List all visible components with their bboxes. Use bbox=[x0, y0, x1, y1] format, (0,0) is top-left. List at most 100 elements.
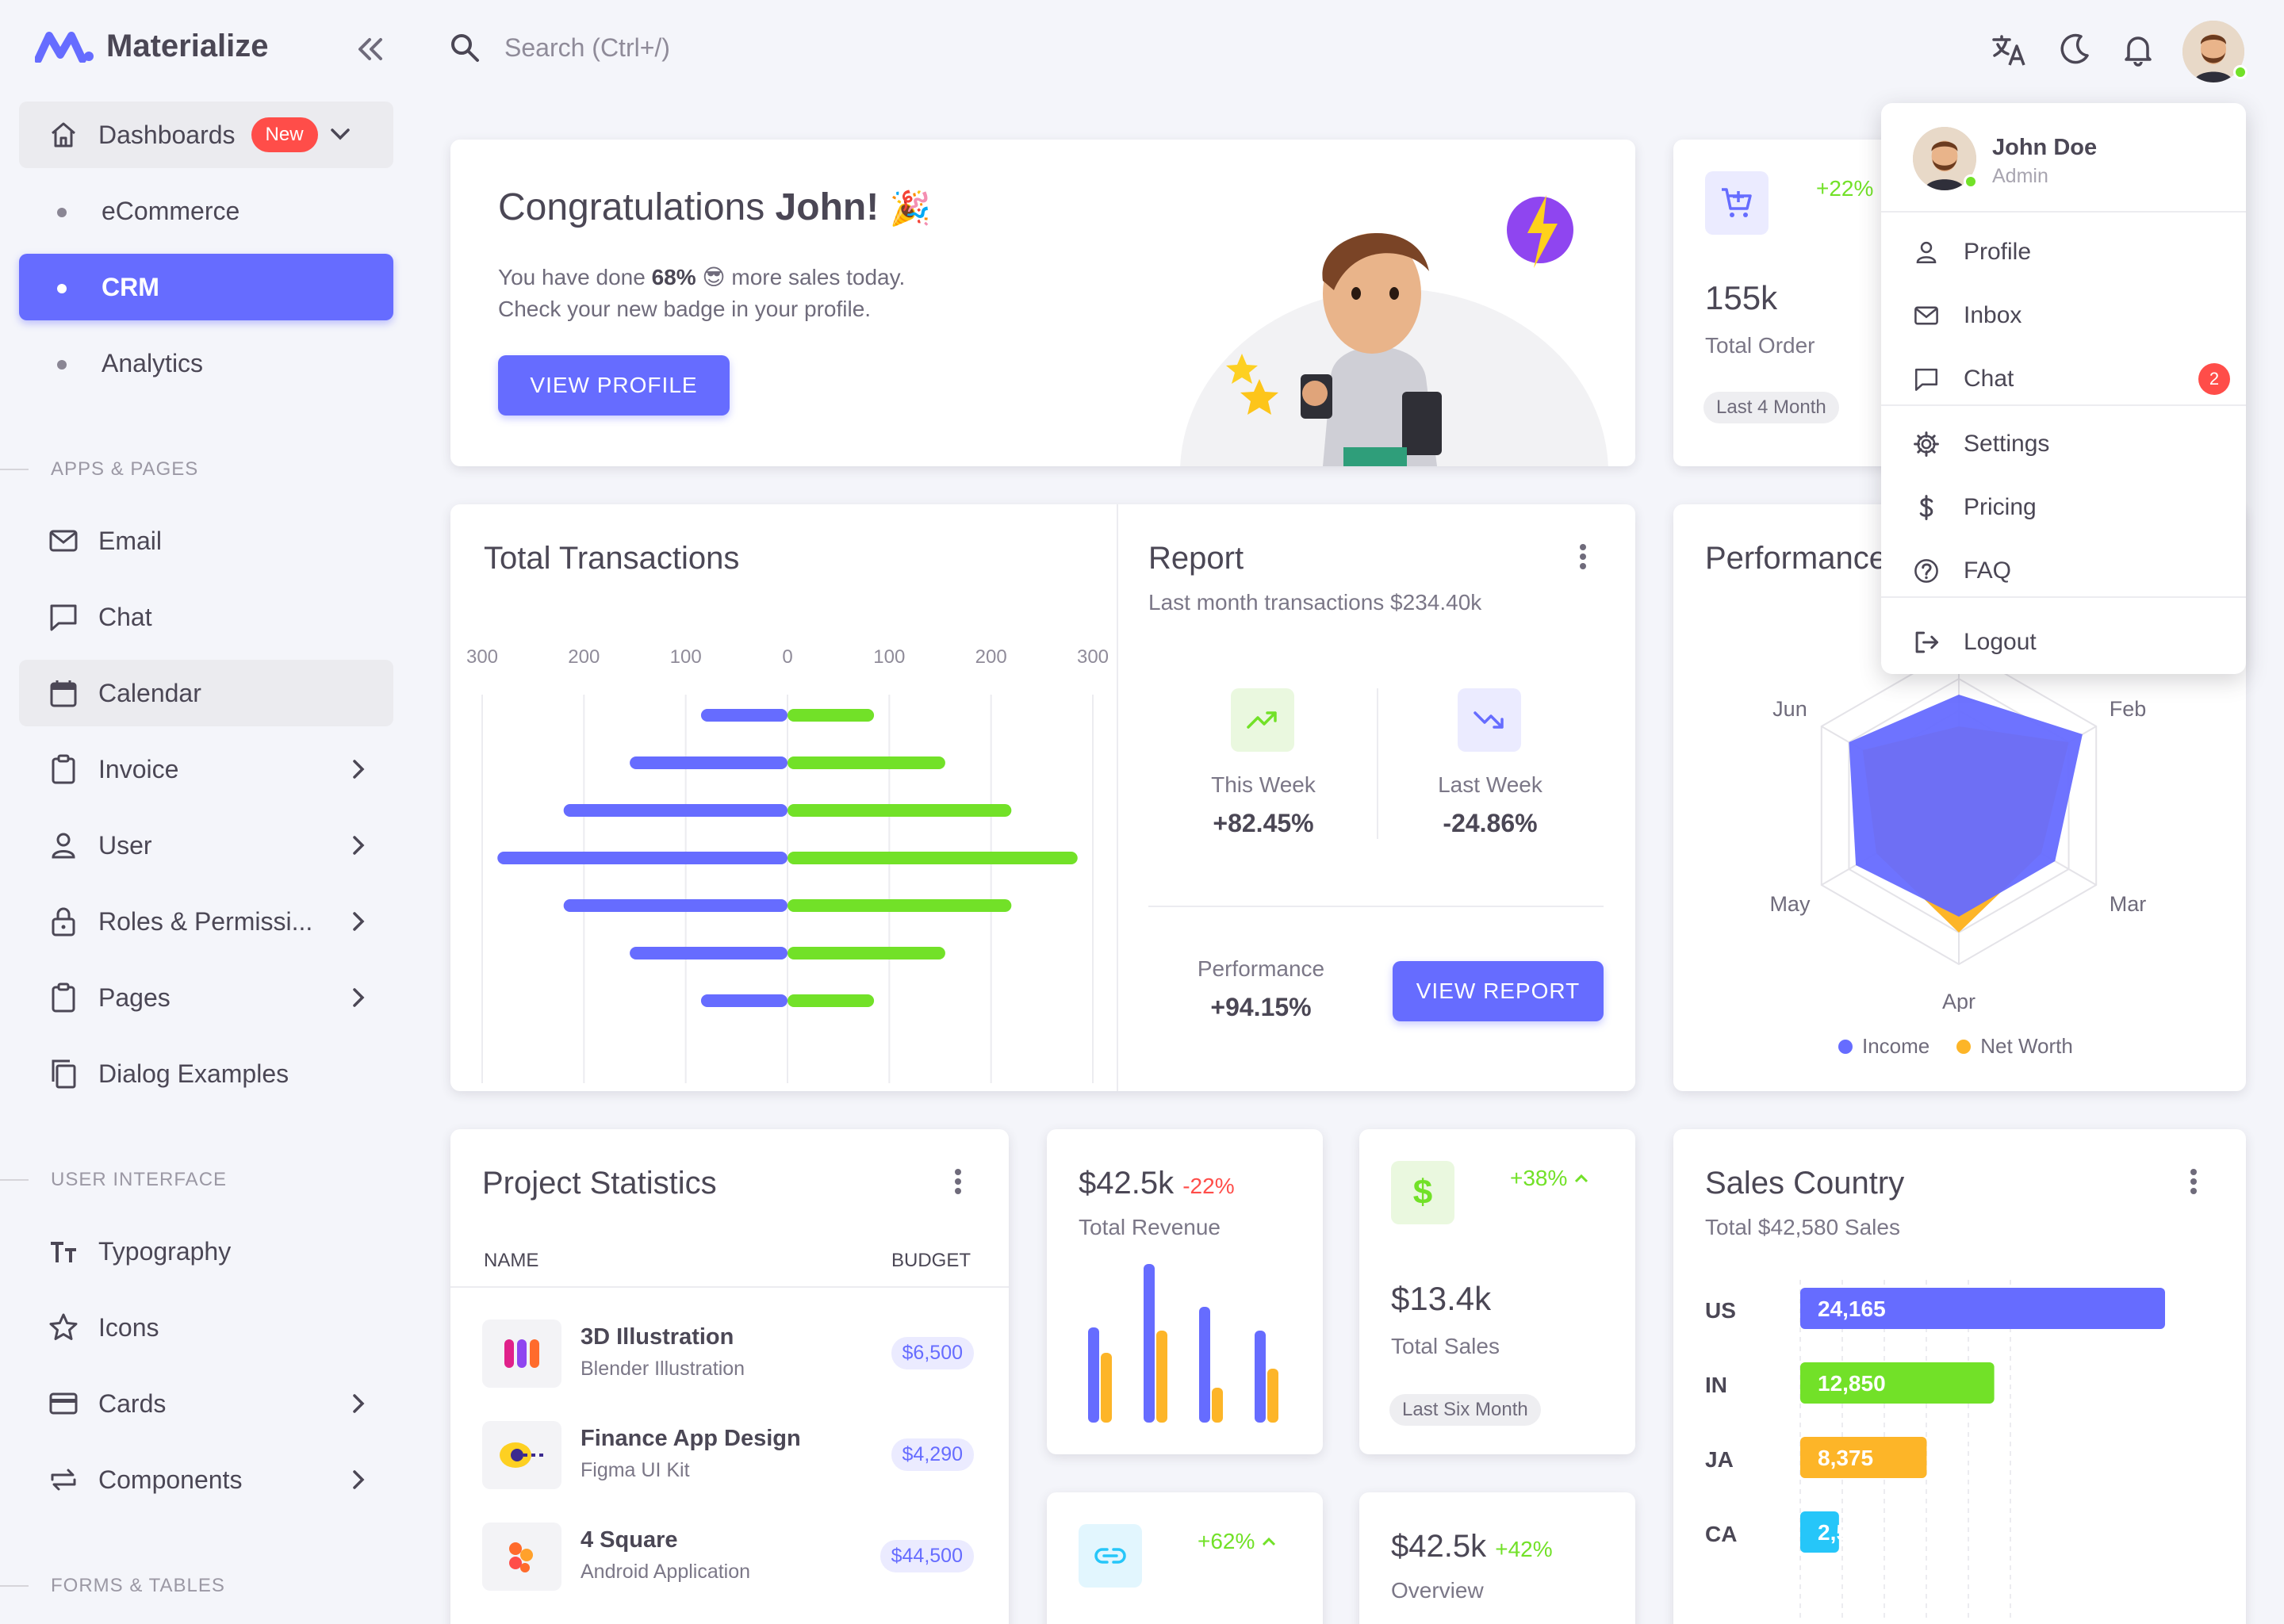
radar-category-label: Mar bbox=[2110, 892, 2147, 916]
chat-icon bbox=[1913, 366, 1945, 393]
nav-calendar[interactable]: Calendar bbox=[19, 660, 393, 726]
transaction-bar bbox=[788, 994, 875, 1007]
performance-title: Performance bbox=[1705, 541, 1887, 576]
dark-mode-icon[interactable] bbox=[2057, 32, 2092, 67]
budget-badge: $6,500 bbox=[891, 1337, 974, 1369]
overview-value: $42.5k +42% bbox=[1391, 1529, 1553, 1565]
table-row[interactable]: 4 Square Android Application $44,500 bbox=[482, 1521, 974, 1592]
chat-count-badge: 2 bbox=[2198, 363, 2230, 395]
nav-components[interactable]: Components bbox=[19, 1446, 393, 1513]
nav-user-label: User bbox=[98, 830, 152, 860]
transaction-bar bbox=[788, 947, 945, 959]
more-vertical-icon[interactable] bbox=[1578, 542, 1588, 571]
search-bar[interactable]: Search (Ctrl+/) bbox=[449, 32, 670, 63]
total-revenue-card: $42.5k -22% Total Revenue bbox=[1047, 1129, 1323, 1454]
nav-dialog-examples[interactable]: Dialog Examples bbox=[19, 1040, 393, 1107]
section-user-interface: USER INTERFACE bbox=[0, 1169, 227, 1191]
nav-ecommerce[interactable]: eCommerce bbox=[19, 178, 393, 244]
last-week-value: -24.86% bbox=[1443, 809, 1538, 837]
performance-radar-chart: Feb Mar Apr May Jun bbox=[1769, 645, 2147, 1012]
congrats-line2: Check your new badge in your profile. bbox=[498, 297, 872, 321]
radar-category-label: Feb bbox=[2110, 697, 2147, 721]
nav-email[interactable]: Email bbox=[19, 508, 393, 574]
clipboard-icon bbox=[48, 753, 82, 785]
calendar-icon bbox=[48, 677, 82, 709]
translate-icon[interactable] bbox=[1991, 32, 2029, 70]
project-name: 4 Square bbox=[581, 1527, 678, 1553]
divider bbox=[1881, 211, 2246, 213]
congrats-card: Congratulations John! 🎉 You have done 68… bbox=[450, 140, 1635, 466]
nav-pages[interactable]: Pages bbox=[19, 964, 393, 1031]
menu-item-chat[interactable]: Chat 2 bbox=[1913, 357, 2230, 401]
swap-icon bbox=[48, 1464, 82, 1496]
country-bar bbox=[1800, 1437, 1927, 1478]
app-logo[interactable]: Materialize bbox=[35, 29, 269, 64]
revenue-bar bbox=[1144, 1264, 1155, 1423]
table-row[interactable]: Finance App Design Figma UI Kit $4,290 bbox=[482, 1419, 974, 1491]
total-sales-change-value: +38% bbox=[1510, 1166, 1568, 1190]
col-name-header: NAME bbox=[484, 1250, 539, 1271]
revenue-bar bbox=[1255, 1331, 1266, 1423]
x-tick-label: 200 bbox=[568, 646, 600, 668]
menu-item-profile[interactable]: Profile bbox=[1913, 230, 2230, 274]
country-label: CA bbox=[1705, 1522, 1737, 1546]
overview-card: $42.5k +42% Overview bbox=[1359, 1492, 1635, 1624]
menu-item-pricing[interactable]: Pricing bbox=[1913, 485, 2230, 530]
menu-item-logout[interactable]: Logout bbox=[1913, 620, 2230, 665]
link-change: +62% bbox=[1198, 1529, 1277, 1554]
revenue-bar bbox=[1199, 1307, 1210, 1423]
nav-dialog-label: Dialog Examples bbox=[98, 1059, 289, 1088]
report-title: Report bbox=[1148, 541, 1244, 576]
revenue-bar bbox=[1212, 1388, 1223, 1423]
help-circle-icon bbox=[1913, 557, 1945, 584]
total-sales-chip: Last Six Month bbox=[1389, 1394, 1541, 1426]
table-row[interactable]: 3D Illustration Blender Illustration $6,… bbox=[482, 1318, 974, 1389]
nav-cards[interactable]: Cards bbox=[19, 1370, 393, 1437]
divider bbox=[1117, 504, 1118, 1091]
performance-legend: Income Net Worth bbox=[1838, 1034, 2073, 1059]
more-vertical-icon[interactable] bbox=[953, 1167, 963, 1196]
link-stat-card: +62% bbox=[1047, 1492, 1323, 1624]
menu-item-profile-label: Profile bbox=[1964, 239, 2032, 265]
menu-item-settings[interactable]: Settings bbox=[1913, 422, 2230, 466]
transaction-bar bbox=[563, 899, 788, 912]
transaction-bar bbox=[700, 994, 788, 1007]
sales-country-subtitle: Total $42,580 Sales bbox=[1705, 1215, 1900, 1239]
menu-item-chat-label: Chat bbox=[1964, 366, 2014, 392]
radar-category-label: Apr bbox=[1942, 990, 1976, 1012]
sidebar: Materialize Dashboards New eCommerce CRM… bbox=[0, 0, 412, 1624]
materialize-logo-icon bbox=[35, 31, 94, 63]
app-name: Materialize bbox=[106, 29, 269, 63]
total-sales-change: +38% bbox=[1510, 1166, 1589, 1191]
nav-invoice[interactable]: Invoice bbox=[19, 736, 393, 802]
dropdown-user-name: John Doe bbox=[1992, 135, 2098, 160]
notification-bell-icon[interactable] bbox=[2121, 32, 2156, 67]
nav-analytics[interactable]: Analytics bbox=[19, 330, 393, 396]
menu-item-faq[interactable]: FAQ bbox=[1913, 549, 2230, 593]
view-profile-button[interactable]: VIEW PROFILE bbox=[498, 355, 730, 416]
view-report-button[interactable]: VIEW REPORT bbox=[1393, 961, 1604, 1021]
divider bbox=[1881, 596, 2246, 598]
nav-chat[interactable]: Chat bbox=[19, 584, 393, 650]
gear-icon bbox=[1913, 431, 1945, 458]
nav-dashboards[interactable]: Dashboards New bbox=[19, 102, 393, 168]
more-vertical-icon[interactable] bbox=[2189, 1167, 2198, 1196]
nav-icons[interactable]: Icons bbox=[19, 1294, 393, 1361]
collapse-sidebar-icon[interactable] bbox=[354, 35, 385, 63]
revenue-bar bbox=[1088, 1327, 1099, 1423]
nav-icons-label: Icons bbox=[98, 1312, 159, 1342]
nav-email-label: Email bbox=[98, 526, 163, 555]
nav-calendar-label: Calendar bbox=[98, 678, 201, 707]
country-value-label: 24,165 bbox=[1818, 1297, 1886, 1321]
chevron-right-icon bbox=[351, 1469, 366, 1491]
nav-roles-permissions[interactable]: Roles & Permissi... bbox=[19, 888, 393, 955]
menu-item-inbox[interactable]: Inbox bbox=[1913, 293, 2230, 338]
online-status-indicator bbox=[1964, 174, 1978, 189]
transaction-bar bbox=[788, 756, 945, 769]
nav-user[interactable]: User bbox=[19, 812, 393, 879]
congrats-line1-prefix: You have done bbox=[498, 265, 652, 289]
nav-typography[interactable]: Typography bbox=[19, 1218, 393, 1285]
nav-crm[interactable]: CRM bbox=[19, 254, 393, 320]
total-order-label: Total Order bbox=[1705, 333, 1815, 358]
search-input[interactable]: Search (Ctrl+/) bbox=[504, 33, 670, 62]
